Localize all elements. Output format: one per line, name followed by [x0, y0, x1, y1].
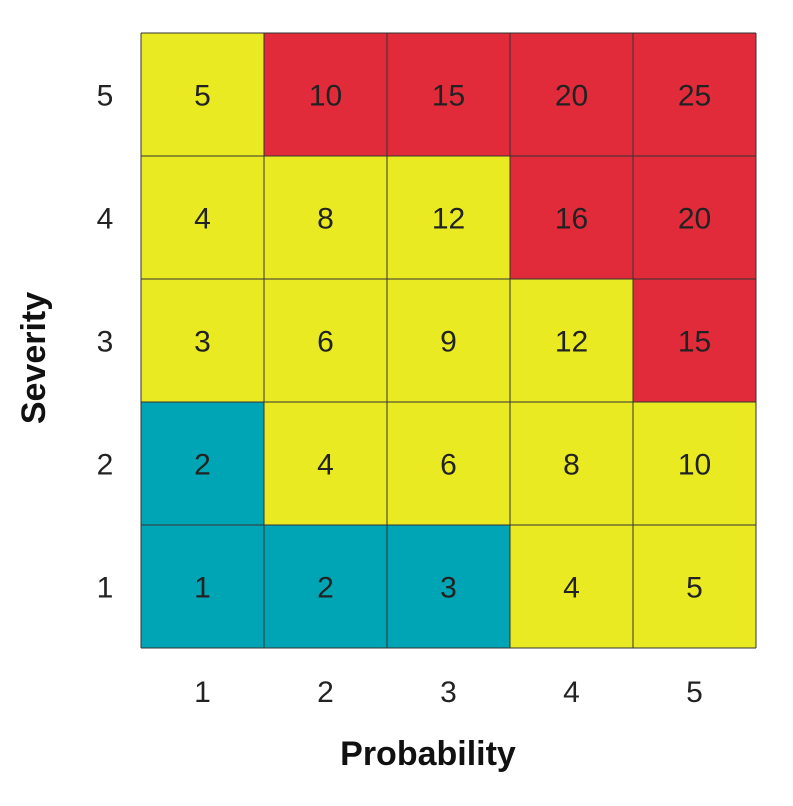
- x-tick-label: 1: [194, 676, 211, 709]
- y-axis-ticks: 5 4 3 2 1: [97, 80, 114, 605]
- matrix-cell: [387, 402, 510, 525]
- y-tick-label: 1: [97, 572, 114, 605]
- cell-value-label: 10: [309, 80, 342, 113]
- cell-value-label: 9: [440, 326, 457, 359]
- matrix-cell: [510, 33, 633, 156]
- cell-value-label: 4: [194, 203, 211, 236]
- cell-value-label: 15: [432, 80, 465, 113]
- cell-value-label: 3: [440, 572, 457, 605]
- y-tick-label: 4: [97, 203, 114, 236]
- cell-value-label: 1: [194, 572, 211, 605]
- x-tick-label: 3: [440, 676, 457, 709]
- matrix-cell: [141, 33, 264, 156]
- x-tick-label: 2: [317, 676, 334, 709]
- matrix-cell: [510, 402, 633, 525]
- matrix-cell: [510, 279, 633, 402]
- matrix-cell: [633, 33, 756, 156]
- matrix-cell: [510, 525, 633, 648]
- x-tick-label: 5: [686, 676, 703, 709]
- cell-value-label: 5: [194, 80, 211, 113]
- cell-value-label: 4: [317, 449, 334, 482]
- cell-value-label: 20: [678, 203, 711, 236]
- y-axis-label: Severity: [15, 292, 53, 424]
- cell-value-label: 15: [678, 326, 711, 359]
- cell-value-label: 2: [317, 572, 334, 605]
- cell-value-label: 4: [563, 572, 580, 605]
- cell-value-label: 25: [678, 80, 711, 113]
- y-tick-label: 3: [97, 326, 114, 359]
- cell-value-label: 16: [555, 203, 588, 236]
- matrix-cell: [264, 525, 387, 648]
- cell-value-label: 8: [563, 449, 580, 482]
- cell-value-label: 6: [317, 326, 334, 359]
- matrix-cell: [510, 156, 633, 279]
- y-tick-label: 5: [97, 80, 114, 113]
- matrix-cell: [264, 402, 387, 525]
- matrix-cell: [264, 33, 387, 156]
- cell-value-label: 6: [440, 449, 457, 482]
- matrix-cell: [387, 525, 510, 648]
- matrix-cells: 5 10 15 20 254 8 12 16 203 6 9 12 152 4 6 8 101 2 3 4 5: [141, 33, 756, 648]
- x-axis-ticks: 1 2 3 4 5: [194, 676, 703, 709]
- cell-value-label: 20: [555, 80, 588, 113]
- y-tick-label: 2: [97, 449, 114, 482]
- matrix-cell: [633, 402, 756, 525]
- matrix-cell: [141, 279, 264, 402]
- cell-value-label: 10: [678, 449, 711, 482]
- matrix-cell: [141, 525, 264, 648]
- matrix-cell: [633, 156, 756, 279]
- matrix-cell: [387, 279, 510, 402]
- cell-value-label: 5: [686, 572, 703, 605]
- matrix-cell: [264, 279, 387, 402]
- matrix-cell: [264, 156, 387, 279]
- matrix-cell: [141, 402, 264, 525]
- cell-value-label: 2: [194, 449, 211, 482]
- matrix-cell: [633, 525, 756, 648]
- matrix-cell: [141, 156, 264, 279]
- matrix-cell: [387, 156, 510, 279]
- x-axis-label: Probability: [340, 735, 516, 773]
- matrix-grid: [140, 32, 757, 649]
- cell-value-label: 8: [317, 203, 334, 236]
- cell-value-label: 12: [432, 203, 465, 236]
- matrix-cell: [633, 279, 756, 402]
- x-tick-label: 4: [563, 676, 580, 709]
- matrix-cell: [387, 33, 510, 156]
- cell-value-label: 12: [555, 326, 588, 359]
- cell-value-label: 3: [194, 326, 211, 359]
